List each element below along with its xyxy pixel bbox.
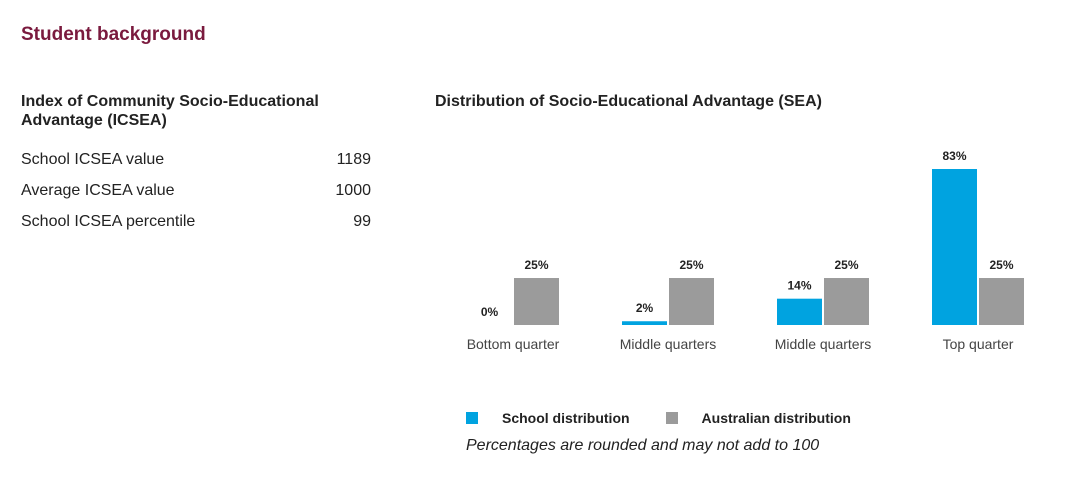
legend-swatch-australian bbox=[665, 412, 678, 424]
sea-panel: Distribution of Socio-Educational Advant… bbox=[435, 92, 1055, 111]
legend-label-australian: Australian distribution bbox=[701, 410, 851, 426]
bar-australian bbox=[669, 278, 714, 325]
bar-school bbox=[932, 169, 977, 325]
data-label-school: 0% bbox=[481, 305, 499, 319]
data-label-school: 83% bbox=[942, 149, 966, 163]
icsea-row-label: School ICSEA percentile bbox=[21, 213, 196, 230]
icsea-row-value: 99 bbox=[353, 213, 371, 230]
chart-title: Distribution of Socio-Educational Advant… bbox=[435, 93, 822, 110]
icsea-row-value: 1189 bbox=[336, 151, 371, 168]
data-label-australian: 25% bbox=[524, 258, 548, 272]
category-label: Top quarter bbox=[943, 336, 1014, 352]
icsea-row-value: 1000 bbox=[335, 182, 371, 199]
category-label: Middle quarters bbox=[620, 336, 717, 352]
bar-school bbox=[622, 321, 667, 325]
section-title: Student background bbox=[21, 24, 206, 45]
icsea-row-school-value: School ICSEA value 1189 bbox=[21, 150, 371, 181]
bar-school bbox=[777, 298, 822, 325]
bar-australian bbox=[979, 278, 1024, 325]
category-label: Bottom quarter bbox=[467, 336, 560, 352]
legend-item-australian: Australian distribution bbox=[665, 410, 851, 426]
icsea-panel: Index of Community Socio-Educational Adv… bbox=[21, 92, 371, 243]
icsea-row-percentile: School ICSEA percentile 99 bbox=[21, 212, 371, 243]
icsea-row-label: School ICSEA value bbox=[21, 151, 165, 168]
bar-australian bbox=[514, 278, 559, 325]
data-label-school: 2% bbox=[636, 301, 654, 315]
category-label: Middle quarters bbox=[775, 336, 872, 352]
icsea-row-average-value: Average ICSEA value 1000 bbox=[21, 181, 371, 212]
data-label-school: 14% bbox=[787, 279, 811, 293]
legend-item-school: School distribution bbox=[466, 410, 630, 426]
bar-australian bbox=[824, 278, 869, 325]
data-label-australian: 25% bbox=[989, 258, 1013, 272]
chart-legend: School distribution Australian distribut… bbox=[466, 410, 887, 426]
data-label-australian: 25% bbox=[834, 258, 858, 272]
rounding-note: Percentages are rounded and may not add … bbox=[466, 437, 820, 454]
icsea-heading: Index of Community Socio-Educational Adv… bbox=[21, 93, 319, 129]
legend-label-school: School distribution bbox=[502, 410, 630, 426]
icsea-row-label: Average ICSEA value bbox=[21, 182, 175, 199]
data-label-australian: 25% bbox=[679, 258, 703, 272]
legend-swatch-school bbox=[466, 412, 478, 424]
